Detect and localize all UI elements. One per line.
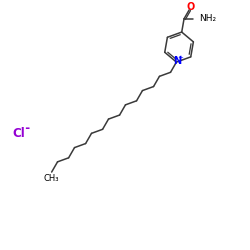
Text: CH₃: CH₃: [44, 174, 60, 183]
Text: NH₂: NH₂: [199, 14, 216, 23]
Text: +: +: [178, 55, 183, 61]
Text: N: N: [173, 56, 181, 66]
Text: O: O: [186, 2, 194, 12]
Text: Cl¯: Cl¯: [12, 126, 31, 140]
